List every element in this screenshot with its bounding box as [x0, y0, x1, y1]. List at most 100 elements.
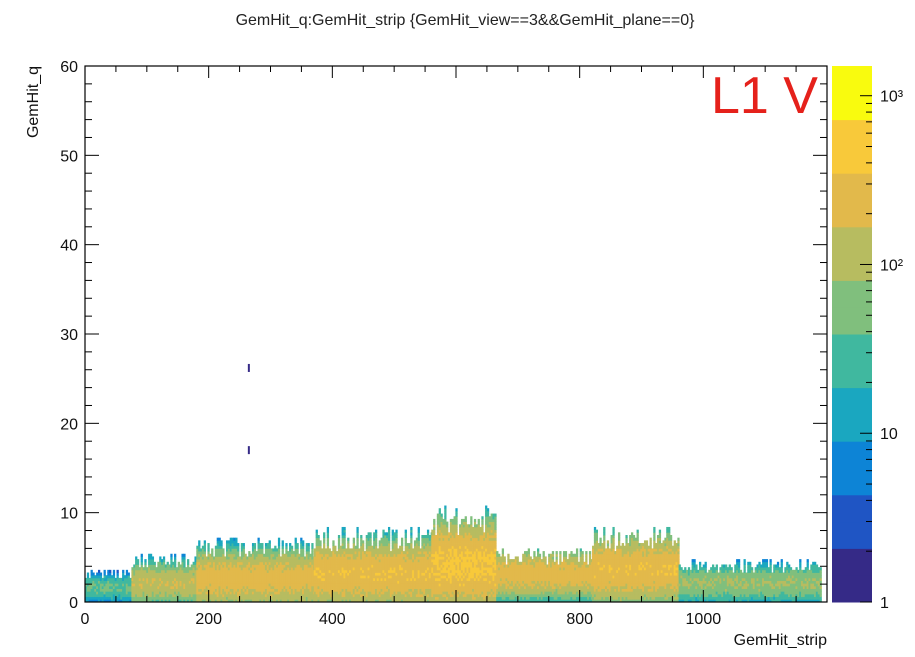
heatmap-cell	[295, 540, 297, 543]
heatmap-cell	[300, 538, 302, 541]
heatmap-cell	[316, 530, 318, 533]
heatmap-cell	[285, 546, 287, 549]
heatmap-cell	[100, 573, 102, 576]
heatmap-cell	[455, 524, 457, 527]
heatmap-cell	[494, 527, 496, 530]
heatmap-cell	[317, 535, 319, 538]
heatmap-cell	[327, 546, 329, 549]
heatmap-cell	[485, 506, 487, 509]
heatmap-cell	[494, 530, 496, 533]
heatmap-cell	[338, 535, 340, 538]
heatmap-cell	[319, 546, 321, 549]
heatmap-cell	[126, 570, 128, 573]
heatmap-cell	[113, 570, 115, 573]
heatmap-cell	[187, 559, 189, 562]
heatmap-cell	[291, 548, 293, 551]
heatmap-cell	[433, 519, 435, 522]
heatmap-cell	[282, 540, 284, 543]
heatmap-cell	[474, 519, 476, 522]
heatmap-cell	[455, 508, 457, 511]
heatmap-cell	[455, 511, 457, 514]
heatmap-cell	[278, 543, 280, 546]
heatmap-cell	[481, 524, 483, 527]
heatmap-cell	[465, 516, 467, 519]
heatmap-cell	[323, 543, 325, 546]
heatmap-cell	[433, 524, 435, 527]
heatmap-cell	[388, 530, 390, 533]
heatmap-cell	[487, 514, 489, 517]
heatmap-cell	[388, 527, 390, 530]
heatmap-cell	[323, 535, 325, 538]
heatmap-cell	[360, 538, 362, 541]
heatmap-cell	[100, 575, 102, 578]
heatmap-cell	[334, 546, 336, 549]
heatmap-cell	[427, 530, 429, 533]
heatmap-cell	[87, 575, 89, 578]
heatmap-cell	[375, 546, 377, 549]
heatmap-cell	[183, 562, 185, 565]
heatmap-cell	[507, 556, 509, 559]
heatmap-cell	[507, 554, 509, 557]
heatmap-cell	[170, 556, 172, 559]
heatmap-cell	[91, 570, 93, 573]
heatmap-cell	[517, 559, 519, 562]
heatmap-cell	[237, 543, 239, 546]
heatmap-cell	[388, 546, 390, 549]
heatmap-cell	[369, 535, 371, 538]
heatmap-cell	[219, 538, 221, 541]
heatmap-cell	[444, 511, 446, 514]
heatmap-cell	[170, 554, 172, 557]
heatmap-cell	[441, 516, 443, 519]
heatmap-cell	[211, 554, 213, 557]
heatmap-cell	[343, 543, 345, 546]
heatmap-cell	[207, 546, 209, 549]
heatmap-cell	[455, 527, 457, 530]
heatmap-cell	[375, 532, 377, 535]
heatmap-cell	[269, 543, 271, 546]
heatmap-cell	[481, 530, 483, 533]
heatmap-cell	[87, 573, 89, 576]
heatmap-cell	[274, 546, 276, 549]
heatmap-cell	[455, 519, 457, 522]
heatmap-cell	[167, 562, 169, 565]
heatmap-cell	[405, 532, 407, 535]
heatmap-cell	[382, 530, 384, 533]
heatmap-cell	[104, 573, 106, 576]
heatmap-cell	[470, 516, 472, 519]
heatmap-cell	[405, 535, 407, 538]
heatmap-cell	[278, 546, 280, 549]
heatmap-cell	[441, 514, 443, 517]
heatmap-cell	[323, 532, 325, 535]
heatmap-cell	[278, 540, 280, 543]
heatmap-cell	[141, 554, 143, 557]
heatmap-cell	[446, 527, 448, 530]
heatmap-cell	[470, 522, 472, 525]
heatmap-cell	[478, 519, 480, 522]
heatmap-cell	[353, 543, 355, 546]
heatmap-cell	[113, 575, 115, 578]
heatmap-cell	[487, 511, 489, 514]
heatmap-cell	[152, 556, 154, 559]
heatmap-cell	[375, 535, 377, 538]
heatmap-cell	[204, 543, 206, 546]
heatmap-cell	[410, 532, 412, 535]
heatmap-cell	[311, 546, 313, 549]
heatmap-cell	[494, 524, 496, 527]
heatmap-cell	[502, 554, 504, 557]
heatmap-cell	[204, 551, 206, 554]
heatmap-cell	[269, 540, 271, 543]
heatmap-cell	[388, 548, 390, 551]
heatmap-cell	[154, 564, 156, 567]
heatmap-cell	[237, 554, 239, 557]
heatmap-cell	[444, 506, 446, 509]
heatmap-cell	[343, 540, 345, 543]
heatmap-cell	[128, 573, 130, 576]
heatmap-cell	[254, 546, 256, 549]
heatmap-cell	[220, 540, 222, 543]
heatmap-cell	[338, 540, 340, 543]
heatmap-cell	[334, 548, 336, 551]
heatmap-cell	[316, 532, 318, 535]
heatmap-cell	[369, 532, 371, 535]
heatmap-cell	[174, 559, 176, 562]
heatmap-cell	[144, 564, 146, 567]
